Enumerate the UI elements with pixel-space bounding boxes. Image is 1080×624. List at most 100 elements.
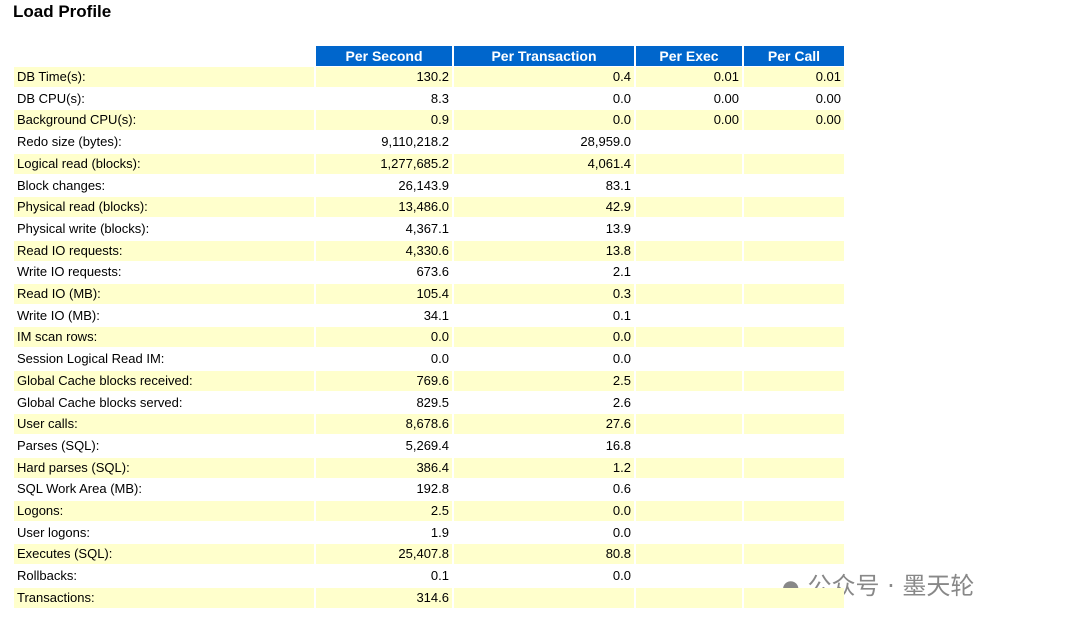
value-cell: 386.4 bbox=[316, 458, 452, 478]
value-cell: 16.8 bbox=[605, 438, 631, 453]
value-cell: 769.6 bbox=[316, 371, 452, 391]
value-cell: 673.6 bbox=[416, 264, 449, 279]
empty-cell bbox=[744, 219, 844, 239]
value-cell: 0.0 bbox=[454, 501, 634, 521]
empty-cell bbox=[636, 371, 742, 391]
row-label: IM scan rows: bbox=[14, 327, 314, 347]
empty-cell bbox=[744, 501, 844, 521]
row-label: Hard parses (SQL): bbox=[14, 458, 314, 478]
value-cell: 0.4 bbox=[454, 67, 634, 87]
empty-cell bbox=[636, 176, 742, 196]
empty-cell bbox=[744, 588, 844, 608]
value-cell: 314.6 bbox=[316, 588, 452, 608]
value-cell: 27.6 bbox=[454, 414, 634, 434]
value-cell: 0.0 bbox=[612, 525, 631, 540]
empty-cell bbox=[636, 544, 742, 564]
value-cell: 0.1 bbox=[612, 308, 631, 323]
row-label: Write IO requests: bbox=[17, 264, 122, 279]
empty-cell bbox=[744, 349, 844, 369]
value-cell: 0.6 bbox=[612, 481, 631, 496]
row-label: Parses (SQL): bbox=[17, 438, 100, 453]
empty-cell bbox=[636, 414, 742, 434]
value-cell: 0.00 bbox=[713, 91, 739, 106]
row-label: Transactions: bbox=[14, 588, 314, 608]
value-cell: 0.0 bbox=[430, 351, 449, 366]
empty-cell bbox=[744, 479, 844, 499]
empty-cell bbox=[454, 588, 634, 608]
value-cell: 130.2 bbox=[316, 67, 452, 87]
empty-cell bbox=[744, 436, 844, 456]
empty-cell bbox=[744, 414, 844, 434]
row-label: Global Cache blocks received: bbox=[14, 371, 314, 391]
row-label: Global Cache blocks served: bbox=[17, 395, 183, 410]
empty-cell bbox=[744, 241, 844, 261]
empty-cell bbox=[636, 436, 742, 456]
row-label: DB Time(s): bbox=[14, 67, 314, 87]
column-header: Per Second bbox=[316, 46, 452, 66]
empty-cell bbox=[744, 284, 844, 304]
value-cell: 34.1 bbox=[423, 308, 449, 323]
row-label: Write IO (MB): bbox=[17, 308, 100, 323]
row-label: Session Logical Read IM: bbox=[17, 351, 165, 366]
empty-cell bbox=[744, 262, 844, 282]
empty-cell bbox=[636, 197, 742, 217]
value-cell: 0.00 bbox=[744, 110, 844, 130]
row-label: Executes (SQL): bbox=[14, 544, 314, 564]
column-header: Per Call bbox=[744, 46, 844, 66]
row-label: Physical read (blocks): bbox=[14, 197, 314, 217]
row-label: Logical read (blocks): bbox=[14, 154, 314, 174]
empty-cell bbox=[636, 132, 742, 152]
value-cell: 0.0 bbox=[612, 568, 631, 583]
empty-cell bbox=[636, 262, 742, 282]
value-cell: 25,407.8 bbox=[316, 544, 452, 564]
value-cell: 2.5 bbox=[316, 501, 452, 521]
empty-cell bbox=[636, 393, 742, 413]
empty-cell bbox=[636, 327, 742, 347]
value-cell: 2.5 bbox=[454, 371, 634, 391]
empty-cell bbox=[744, 544, 844, 564]
empty-cell bbox=[636, 241, 742, 261]
value-cell: 13.8 bbox=[454, 241, 634, 261]
row-label: Background CPU(s): bbox=[14, 110, 314, 130]
value-cell: 105.4 bbox=[316, 284, 452, 304]
row-label: User logons: bbox=[17, 525, 90, 540]
value-cell: 13,486.0 bbox=[316, 197, 452, 217]
row-label: Read IO (MB): bbox=[14, 284, 314, 304]
row-label: User calls: bbox=[14, 414, 314, 434]
value-cell: 8,678.6 bbox=[316, 414, 452, 434]
value-cell: 2.1 bbox=[612, 264, 631, 279]
empty-cell bbox=[744, 566, 844, 586]
value-cell: 2.6 bbox=[612, 395, 631, 410]
empty-cell bbox=[636, 349, 742, 369]
row-label: Logons: bbox=[14, 501, 314, 521]
value-cell: 0.01 bbox=[744, 67, 844, 87]
empty-cell bbox=[744, 306, 844, 326]
value-cell: 83.1 bbox=[605, 178, 631, 193]
row-label: Physical write (blocks): bbox=[17, 221, 150, 236]
row-label: SQL Work Area (MB): bbox=[17, 481, 142, 496]
empty-cell bbox=[744, 132, 844, 152]
empty-cell bbox=[636, 154, 742, 174]
empty-cell bbox=[744, 197, 844, 217]
empty-cell bbox=[744, 523, 844, 543]
value-cell: 13.9 bbox=[605, 221, 631, 236]
value-cell: 0.00 bbox=[636, 110, 742, 130]
empty-cell bbox=[636, 284, 742, 304]
row-label: Block changes: bbox=[17, 178, 106, 193]
value-cell: 0.0 bbox=[316, 327, 452, 347]
row-label: Rollbacks: bbox=[17, 568, 77, 583]
empty-cell bbox=[636, 588, 742, 608]
value-cell: 0.3 bbox=[454, 284, 634, 304]
value-cell: 0.0 bbox=[454, 110, 634, 130]
value-cell: 0.0 bbox=[612, 91, 631, 106]
empty-cell bbox=[744, 371, 844, 391]
row-label: DB CPU(s): bbox=[17, 91, 85, 106]
value-cell: 1.9 bbox=[430, 525, 449, 540]
empty-cell bbox=[636, 501, 742, 521]
empty-cell bbox=[636, 219, 742, 239]
column-header: Per Transaction bbox=[454, 46, 634, 66]
empty-cell bbox=[744, 327, 844, 347]
empty-cell bbox=[636, 306, 742, 326]
value-cell: 28,959.0 bbox=[580, 134, 631, 149]
